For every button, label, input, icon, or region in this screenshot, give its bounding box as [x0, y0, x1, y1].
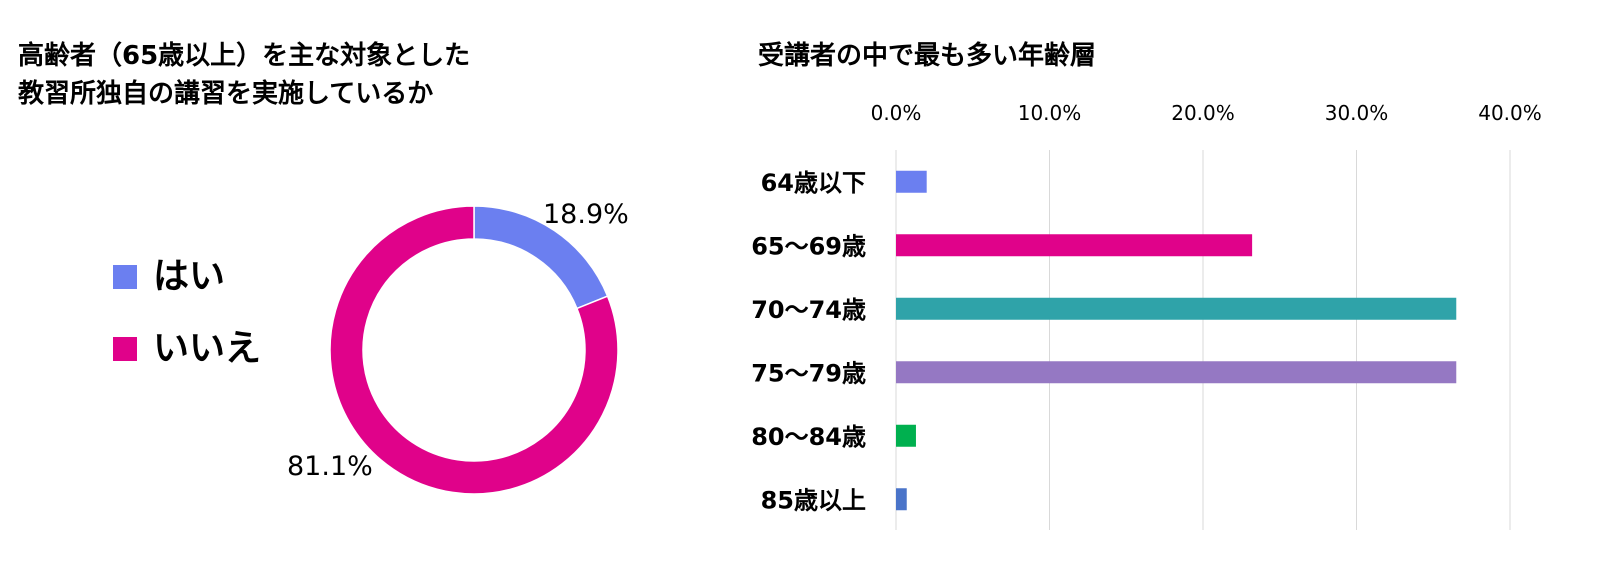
bar — [896, 361, 1457, 384]
donut-label-yes: 18.9% — [543, 199, 629, 230]
donut-title-line-1: 高齢者（65歳以上）を主な対象とした — [18, 41, 471, 71]
category-label: 65〜69歳 — [751, 232, 866, 260]
donut-label-no: 81.1% — [287, 451, 373, 482]
donut-title-line-2: 教習所独自の講習を実施しているか — [18, 79, 434, 109]
bar — [896, 234, 1253, 257]
x-tick-label: 10.0% — [1018, 101, 1082, 125]
legend-item-yes: はい — [113, 258, 261, 296]
bar-chart: 0.0% 10.0% 20.0% 30.0% 40.0% 64歳以下 65〜69歳 70〜74… — [751, 101, 1542, 530]
legend-label-no: いいえ — [153, 328, 262, 369]
x-tick-label: 0.0% — [871, 101, 922, 125]
donut-chart — [329, 205, 619, 495]
bar-chart-title: 受講者の中で最も多い年齢層 — [758, 41, 1097, 71]
legend-swatch-no — [113, 337, 137, 361]
donut-slice-no — [329, 205, 619, 495]
bar — [896, 488, 907, 511]
bar — [896, 297, 1457, 320]
x-tick-label: 20.0% — [1171, 101, 1235, 125]
bar — [896, 170, 927, 193]
legend-item-no: いいえ — [113, 330, 261, 368]
x-tick-label: 30.0% — [1325, 101, 1389, 125]
bar — [896, 424, 916, 447]
category-label: 70〜74歳 — [751, 296, 866, 324]
category-label: 85歳以上 — [761, 486, 866, 514]
legend-label-yes: はい — [153, 256, 226, 297]
donut-chart-title: 高齢者（65歳以上）を主な対象とした 教習所独自の講習を実施しているか — [18, 37, 638, 113]
category-label: 75〜79歳 — [751, 359, 866, 387]
x-tick-label: 40.0% — [1478, 101, 1542, 125]
donut-slice-yes — [473, 205, 609, 310]
legend-swatch-yes — [113, 265, 137, 289]
donut-legend: はい いいえ — [113, 258, 261, 402]
category-label: 80〜84歳 — [751, 423, 866, 451]
category-label: 64歳以下 — [761, 169, 866, 197]
